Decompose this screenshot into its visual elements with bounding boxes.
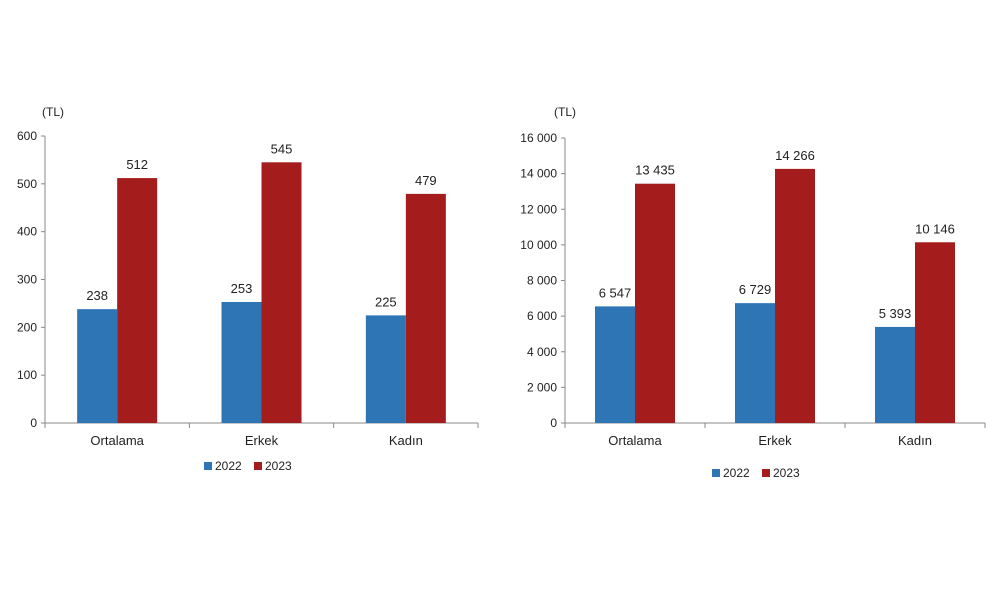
chart0-bar-2022-1 bbox=[221, 301, 262, 423]
chart1-unit-label: (TL) bbox=[554, 105, 576, 119]
chart0-bar-2023-0 bbox=[117, 178, 158, 423]
chart0-y-tick-label: 500 bbox=[17, 177, 37, 191]
chart0-legend-swatch-2022 bbox=[204, 462, 212, 470]
chart1-category-label-2: Kadın bbox=[898, 433, 932, 448]
chart1-data-label-2022-0: 6 547 bbox=[599, 285, 632, 300]
chart0-y-tick-label: 0 bbox=[30, 416, 37, 430]
chart1-bar-2022-1 bbox=[735, 303, 775, 423]
chart1-y-tick-label: 0 bbox=[550, 416, 557, 430]
chart1-legend-label-2022: 2022 bbox=[723, 466, 750, 480]
chart0-unit-label: (TL) bbox=[42, 105, 64, 119]
chart1-y-tick-label: 16 000 bbox=[520, 131, 557, 145]
chart1-y-tick-label: 4 000 bbox=[527, 345, 557, 359]
chart0-legend-swatch-2023 bbox=[254, 462, 262, 470]
chart0-data-label-2022-1: 253 bbox=[231, 281, 253, 296]
chart0-data-label-2023-0: 512 bbox=[126, 157, 148, 172]
chart0-bar-2023-2 bbox=[405, 193, 446, 423]
chart1-data-label-2022-1: 6 729 bbox=[739, 282, 772, 297]
chart0-legend-label-2022: 2022 bbox=[215, 459, 242, 473]
chart0-y-tick-label: 400 bbox=[17, 225, 37, 239]
chart0-legend-label-2023: 2023 bbox=[265, 459, 292, 473]
chart-left-svg: (TL) 0 100 200 300 400 500 600 238 512 Ortalama 253… bbox=[17, 105, 479, 473]
chart0-data-label-2023-2: 479 bbox=[415, 173, 437, 188]
chart1-legend-swatch-2023 bbox=[762, 469, 770, 477]
chart1-legend-label-2023: 2023 bbox=[773, 466, 800, 480]
chart1-y-tick-label: 10 000 bbox=[520, 238, 557, 252]
chart0-y-tick-label: 100 bbox=[17, 368, 37, 382]
chart1-bar-2023-1 bbox=[775, 168, 815, 423]
chart1-legend-swatch-2022 bbox=[712, 469, 720, 477]
chart1-bar-2023-0 bbox=[635, 183, 675, 423]
chart1-y-tick-label: 14 000 bbox=[520, 167, 557, 181]
chart0-category-label-0: Ortalama bbox=[90, 433, 144, 448]
chart0-data-label-2022-0: 238 bbox=[86, 288, 108, 303]
chart1-y-tick-label: 8 000 bbox=[527, 274, 557, 288]
chart1-category-label-1: Erkek bbox=[758, 433, 792, 448]
chart0-y-tick-label: 600 bbox=[17, 129, 37, 143]
chart1-bar-2022-0 bbox=[595, 306, 635, 423]
chart1-bar-2022-2 bbox=[875, 326, 915, 423]
chart0-category-label-1: Erkek bbox=[245, 433, 279, 448]
chart1-bar-2023-2 bbox=[915, 242, 955, 423]
chart0-bar-2022-2 bbox=[365, 315, 406, 423]
chart1-data-label-2023-2: 10 146 bbox=[915, 221, 955, 236]
chart1-data-label-2022-2: 5 393 bbox=[879, 306, 912, 321]
chart1-y-tick-label: 12 000 bbox=[520, 202, 557, 216]
chart1-y-tick-label: 6 000 bbox=[527, 309, 557, 323]
chart1-data-label-2023-1: 14 266 bbox=[775, 148, 815, 163]
chart0-bar-2023-1 bbox=[261, 162, 302, 423]
chart0-bar-2022-0 bbox=[77, 309, 118, 423]
chart-right-svg: (TL) 0 2 000 4 000 6 000 8 000 10 000 12 000 14 … bbox=[520, 105, 986, 480]
chart0-category-label-2: Kadın bbox=[389, 433, 423, 448]
chart0-data-label-2023-1: 545 bbox=[271, 141, 293, 156]
chart1-data-label-2023-0: 13 435 bbox=[635, 163, 675, 178]
chart1-category-label-0: Ortalama bbox=[608, 433, 662, 448]
chart0-data-label-2022-2: 225 bbox=[375, 294, 397, 309]
chart0-y-tick-label: 300 bbox=[17, 273, 37, 287]
chart0-y-tick-label: 200 bbox=[17, 320, 37, 334]
chart1-y-tick-label: 2 000 bbox=[527, 380, 557, 394]
